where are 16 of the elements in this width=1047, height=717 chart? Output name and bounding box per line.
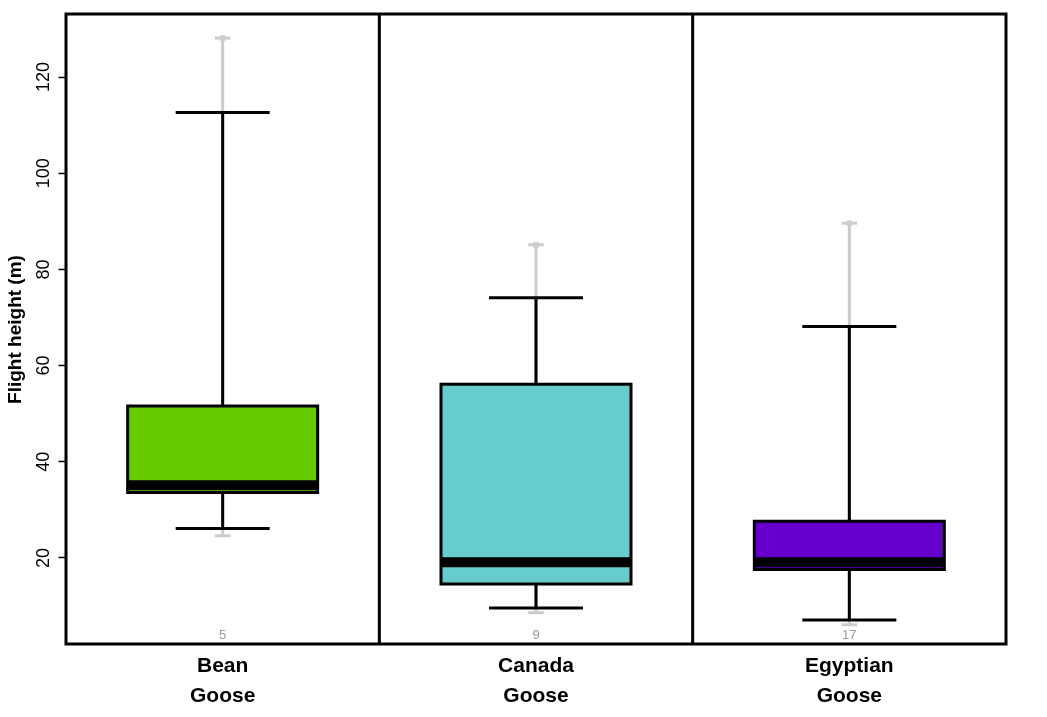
annotation: 17 xyxy=(842,627,857,642)
y-tick-label: 60 xyxy=(32,355,53,376)
y-tick-label: 100 xyxy=(32,158,53,189)
point xyxy=(533,242,539,248)
x-tick-label: Egyptian Goose xyxy=(804,652,894,706)
point xyxy=(846,220,853,226)
annotation: 9 xyxy=(532,627,540,642)
annotation: 5 xyxy=(219,627,227,642)
y-tick-label: 120 xyxy=(32,62,53,93)
y-tick-label: 20 xyxy=(32,547,53,568)
x-tick-label: Bean Goose xyxy=(189,652,256,706)
x-tick-label: Canada Goose xyxy=(498,652,575,706)
y-tick-label: 40 xyxy=(32,451,53,472)
point xyxy=(219,35,226,41)
y-axis-title: Flight height (m) xyxy=(3,255,25,404)
y-tick-label: 80 xyxy=(32,259,53,280)
